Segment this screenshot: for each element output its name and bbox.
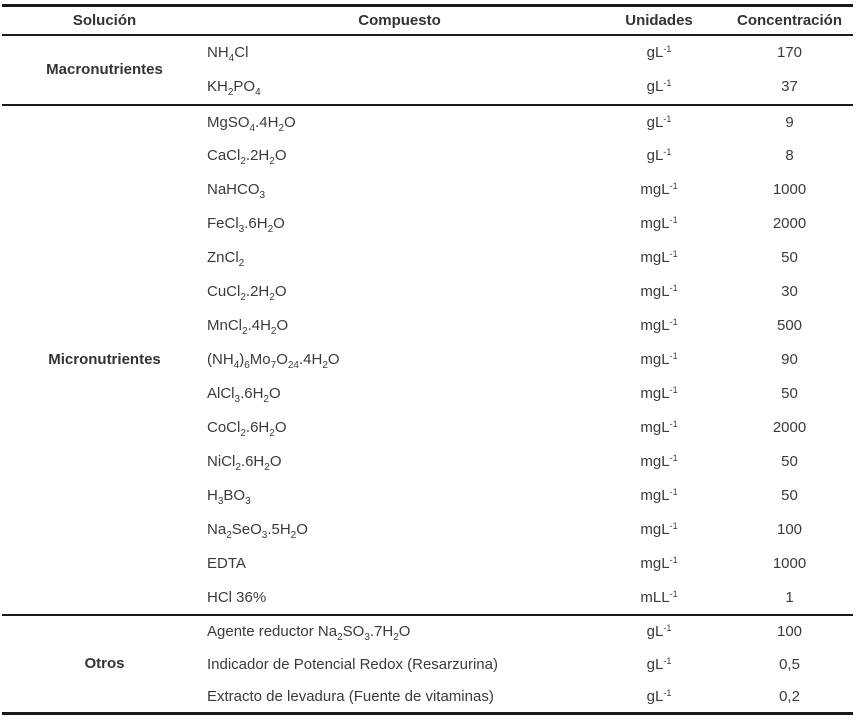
table-row: Extracto de levadura (Fuente de vitamina… — [2, 681, 853, 714]
concentration-cell: 2000 — [772, 215, 807, 232]
concentration-cell: 2000 — [772, 419, 807, 436]
units-cell: mgL-1 — [640, 419, 678, 436]
compound-cell: Indicador de Potencial Redox (Resarzurin… — [207, 655, 498, 673]
table-row: CoCl2.6H2O mgL-1 2000 — [2, 411, 853, 445]
concentration-cell: 50 — [781, 487, 798, 504]
units-cell: mgL-1 — [640, 181, 678, 198]
column-header-concentracion: Concentración — [736, 11, 842, 29]
table-row: CaCl2.2H2O gL-1 8 — [2, 139, 853, 173]
table-row: HCl 36% mLL-1 1 — [2, 581, 853, 615]
compound-cell: AlCl3.6H2O — [207, 385, 281, 405]
compound-cell: (NH4)6Mo7O24.4H2O — [207, 351, 340, 371]
compound-cell: CoCl2.6H2O — [207, 419, 287, 439]
compound-cell: NaHCO3 — [207, 181, 266, 201]
table-row: FeCl3.6H2O mgL-1 2000 — [2, 207, 853, 241]
units-cell: gL-1 — [646, 623, 672, 640]
compound-cell: EDTA — [207, 555, 246, 572]
units-cell: mgL-1 — [640, 453, 678, 470]
concentration-cell: 8 — [785, 147, 794, 164]
units-cell: mgL-1 — [640, 215, 678, 232]
table-header: Solución Compuesto Unidades Concentració… — [2, 6, 853, 35]
table-row: Otros Agente reductor Na2SO3.7H2O gL-1 1… — [2, 615, 853, 672]
table-row: NaHCO3 mgL-1 1000 — [2, 173, 853, 207]
compound-cell: FeCl3.6H2O — [207, 215, 285, 235]
table-row: ZnCl2 mgL-1 50 — [2, 241, 853, 275]
units-cell: mgL-1 — [640, 487, 678, 504]
column-header-unidades: Unidades — [625, 11, 693, 29]
units-cell: mLL-1 — [640, 588, 678, 606]
concentration-cell: 0,5 — [779, 655, 800, 673]
solution-composition-table: Solución Compuesto Unidades Concentració… — [2, 4, 853, 715]
header-row: Solución Compuesto Unidades Concentració… — [2, 6, 853, 35]
units-cell: mgL-1 — [640, 249, 678, 266]
concentration-cell: 1000 — [772, 555, 807, 572]
concentration-cell: 50 — [781, 385, 798, 402]
table-row: Micronutrientes MgSO4.4H2O gL-1 9 — [2, 105, 853, 369]
compound-cell: Agente reductor Na2SO3.7H2O — [207, 623, 411, 643]
table-row: (NH4)6Mo7O24.4H2O mgL-1 90 — [2, 343, 853, 377]
compound-cell: HCl 36% — [207, 588, 267, 606]
compound-cell: NiCl2.6H2O — [207, 453, 282, 473]
compound-cell: Na2SeO3.5H2O — [207, 521, 308, 541]
table-row: EDTA mgL-1 1000 — [2, 547, 853, 581]
table-row: MnCl2.4H2O mgL-1 500 — [2, 309, 853, 343]
table-row: NiCl2.6H2O mgL-1 50 — [2, 445, 853, 479]
units-cell: mgL-1 — [640, 521, 678, 538]
compound-cell: CaCl2.2H2O — [207, 147, 287, 167]
concentration-cell: 1000 — [772, 181, 807, 198]
section-label-macronutrientes: Macronutrientes — [46, 61, 163, 78]
concentration-cell: 100 — [776, 521, 803, 538]
concentration-cell: 90 — [781, 351, 798, 368]
table-row: KH2PO4 gL-1 37 — [2, 70, 853, 105]
units-cell: gL-1 — [646, 78, 672, 95]
concentration-cell: 30 — [781, 283, 798, 300]
section-label-micronutrientes: Micronutrientes — [48, 351, 161, 368]
column-header-compuesto: Compuesto — [358, 11, 441, 29]
concentration-cell: 500 — [776, 317, 803, 334]
units-cell: mgL-1 — [640, 385, 678, 402]
compound-cell: NH4Cl — [207, 44, 249, 64]
compound-cell: Extracto de levadura (Fuente de vitamina… — [207, 687, 494, 705]
units-cell: gL-1 — [646, 687, 672, 705]
section-macronutrientes: Macronutrientes NH4Cl gL-1 170 KH2PO4 gL… — [2, 35, 853, 105]
section-otros: Otros Agente reductor Na2SO3.7H2O gL-1 1… — [2, 615, 853, 714]
concentration-cell: 37 — [781, 78, 798, 95]
units-cell: gL-1 — [646, 655, 672, 673]
section-label-otros: Otros — [84, 655, 125, 673]
compound-cell: KH2PO4 — [207, 78, 261, 98]
concentration-cell: 170 — [776, 44, 803, 61]
units-cell: mgL-1 — [640, 351, 678, 368]
table-row: Indicador de Potencial Redox (Resarzurin… — [2, 648, 853, 681]
compound-cell: CuCl2.2H2O — [207, 283, 287, 303]
table-row: Na2SeO3.5H2O mgL-1 100 — [2, 513, 853, 547]
units-cell: gL-1 — [646, 44, 672, 61]
units-cell: gL-1 — [646, 113, 672, 131]
table-row: H3BO3 mgL-1 50 — [2, 479, 853, 513]
units-cell: gL-1 — [646, 147, 672, 164]
concentration-cell: 50 — [781, 249, 798, 266]
units-cell: mgL-1 — [640, 283, 678, 300]
column-header-solucion: Solución — [72, 11, 137, 29]
table-row: Macronutrientes NH4Cl gL-1 170 — [2, 35, 853, 78]
concentration-cell: 9 — [785, 113, 794, 131]
concentration-cell: 50 — [781, 453, 798, 470]
compound-cell: ZnCl2 — [207, 249, 245, 269]
compound-cell: H3BO3 — [207, 487, 251, 507]
concentration-cell: 0,2 — [779, 687, 800, 705]
units-cell: mgL-1 — [640, 555, 678, 572]
table-row: AlCl3.6H2O mgL-1 50 — [2, 377, 853, 411]
concentration-cell: 100 — [776, 623, 803, 640]
concentration-cell: 1 — [785, 588, 794, 606]
compound-cell: MgSO4.4H2O — [207, 113, 296, 134]
section-micronutrientes: Micronutrientes MgSO4.4H2O gL-1 9 CaCl2.… — [2, 105, 853, 615]
compound-cell: MnCl2.4H2O — [207, 317, 289, 337]
table-row: CuCl2.2H2O mgL-1 30 — [2, 275, 853, 309]
units-cell: mgL-1 — [640, 317, 678, 334]
